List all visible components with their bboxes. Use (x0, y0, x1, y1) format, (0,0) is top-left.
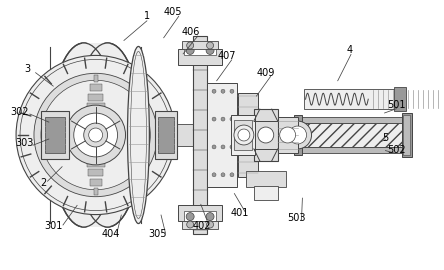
Bar (178, 205, 222, 221)
Circle shape (212, 145, 216, 149)
Circle shape (66, 105, 126, 165)
Text: 409: 409 (256, 68, 274, 78)
Text: 404: 404 (102, 230, 120, 239)
Bar (90, 84, 102, 91)
Circle shape (230, 173, 234, 177)
Circle shape (34, 73, 157, 197)
Bar (86, 113, 106, 120)
Bar (155, 111, 177, 159)
Circle shape (230, 89, 234, 93)
Text: 502: 502 (387, 145, 406, 155)
Circle shape (186, 42, 194, 49)
Bar (246, 171, 285, 187)
Circle shape (206, 42, 214, 49)
Bar (82, 43, 110, 227)
Circle shape (16, 55, 175, 215)
Text: 3: 3 (24, 64, 31, 74)
Text: 406: 406 (182, 27, 200, 37)
Bar (86, 150, 106, 157)
Bar (184, 45, 216, 55)
Circle shape (89, 128, 103, 142)
Bar (234, 120, 252, 150)
Circle shape (212, 173, 216, 177)
Circle shape (186, 212, 194, 221)
Bar (45, 117, 65, 153)
Circle shape (234, 125, 254, 145)
Bar (94, 188, 98, 195)
Text: 1: 1 (144, 11, 150, 21)
Bar (293, 123, 402, 147)
Text: 503: 503 (287, 213, 305, 223)
Bar (394, 87, 406, 111)
Bar (304, 89, 404, 109)
Bar (402, 113, 412, 157)
Circle shape (289, 126, 306, 144)
Circle shape (74, 113, 118, 157)
Circle shape (206, 221, 214, 228)
Circle shape (258, 127, 274, 143)
Circle shape (206, 212, 214, 221)
Bar (254, 186, 278, 200)
Bar (403, 115, 410, 155)
Bar (90, 179, 102, 186)
Bar (85, 131, 106, 139)
Circle shape (221, 89, 225, 93)
Bar (254, 109, 278, 161)
Circle shape (238, 129, 250, 141)
Circle shape (41, 80, 151, 190)
Text: 303: 303 (15, 138, 33, 148)
Circle shape (221, 117, 225, 121)
Circle shape (284, 121, 312, 149)
Bar (207, 83, 237, 187)
Bar (87, 103, 105, 110)
Circle shape (84, 123, 107, 147)
Circle shape (212, 117, 216, 121)
Bar (85, 122, 106, 129)
Circle shape (186, 221, 194, 228)
Circle shape (212, 89, 216, 93)
Text: 305: 305 (149, 230, 167, 239)
Bar (278, 117, 297, 153)
Text: 405: 405 (163, 7, 182, 17)
Bar (238, 93, 258, 177)
Text: 501: 501 (387, 100, 406, 110)
Bar (182, 221, 218, 228)
Text: 301: 301 (44, 221, 63, 231)
Bar (41, 111, 69, 159)
Circle shape (280, 127, 296, 143)
Bar (293, 117, 402, 123)
Bar (193, 36, 207, 234)
Text: 4: 4 (347, 45, 353, 55)
Circle shape (186, 46, 194, 55)
Bar (293, 115, 301, 155)
Bar (85, 141, 106, 148)
Bar (178, 49, 222, 65)
Bar (293, 147, 402, 153)
Text: 401: 401 (230, 208, 249, 218)
Text: 407: 407 (218, 51, 237, 61)
Text: 402: 402 (193, 221, 211, 231)
Ellipse shape (74, 43, 142, 227)
Ellipse shape (127, 46, 149, 224)
Bar (231, 115, 255, 155)
Text: 5: 5 (382, 133, 388, 143)
Bar (88, 169, 103, 176)
Bar (159, 117, 174, 153)
Bar (182, 42, 218, 49)
Text: 2: 2 (40, 178, 46, 188)
Bar (94, 75, 98, 82)
Circle shape (221, 145, 225, 149)
Bar (184, 211, 216, 221)
Ellipse shape (50, 43, 118, 227)
Circle shape (206, 46, 214, 55)
Circle shape (221, 173, 225, 177)
Circle shape (230, 117, 234, 121)
Bar (88, 94, 103, 101)
Circle shape (230, 145, 234, 149)
Bar (29, 124, 394, 146)
Text: 302: 302 (11, 107, 29, 117)
Bar (87, 160, 105, 167)
